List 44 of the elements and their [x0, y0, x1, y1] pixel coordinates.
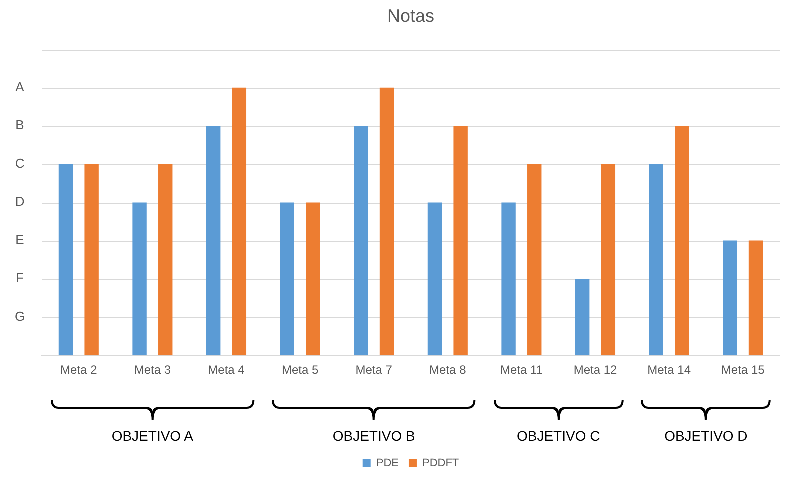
x-tick-label: Meta 15	[721, 363, 766, 378]
text: OBJETIVO C	[516, 428, 602, 444]
bar	[206, 126, 221, 356]
text: G	[14, 308, 26, 324]
text: B	[16, 118, 24, 133]
legend-label: PDDFT	[422, 458, 460, 470]
text: E	[16, 232, 25, 248]
text: OBJETIVO B	[332, 428, 416, 444]
bar	[675, 126, 690, 356]
bar	[575, 279, 590, 356]
x-tick-label: Meta 2	[60, 363, 98, 378]
legend-label: PDE	[376, 458, 399, 470]
text: OBJETIVO A	[110, 428, 195, 444]
bar	[58, 164, 74, 356]
text: OBJETIVO D	[664, 428, 749, 444]
bar	[528, 164, 542, 356]
bar	[649, 164, 664, 356]
x-tick-label: Meta 14	[648, 363, 692, 378]
bar	[454, 126, 468, 356]
text: A	[16, 79, 25, 94]
bar	[84, 164, 99, 356]
bar	[380, 88, 394, 356]
x-tick-label: Meta 11	[500, 363, 544, 378]
x-tick-label: Meta 7	[356, 363, 393, 378]
bar	[232, 88, 247, 356]
text: C	[15, 156, 25, 171]
x-tick-label: Meta 5	[282, 363, 319, 378]
x-tick-label: Meta 4	[208, 363, 246, 378]
chart-title: Notas	[387, 6, 435, 26]
bar	[306, 202, 320, 356]
bar	[428, 202, 442, 356]
bar	[748, 240, 764, 356]
bar	[280, 202, 294, 356]
x-tick-label: Meta 8	[430, 363, 467, 378]
bar	[132, 202, 147, 356]
bar	[723, 240, 738, 356]
x-tick-label: Meta 3	[134, 363, 172, 378]
text: D	[15, 194, 25, 210]
bar	[354, 126, 368, 356]
text: F	[16, 270, 24, 286]
bar	[502, 202, 516, 356]
bar	[601, 164, 616, 356]
bar	[158, 164, 173, 356]
x-tick-label: Meta 12	[574, 363, 618, 378]
